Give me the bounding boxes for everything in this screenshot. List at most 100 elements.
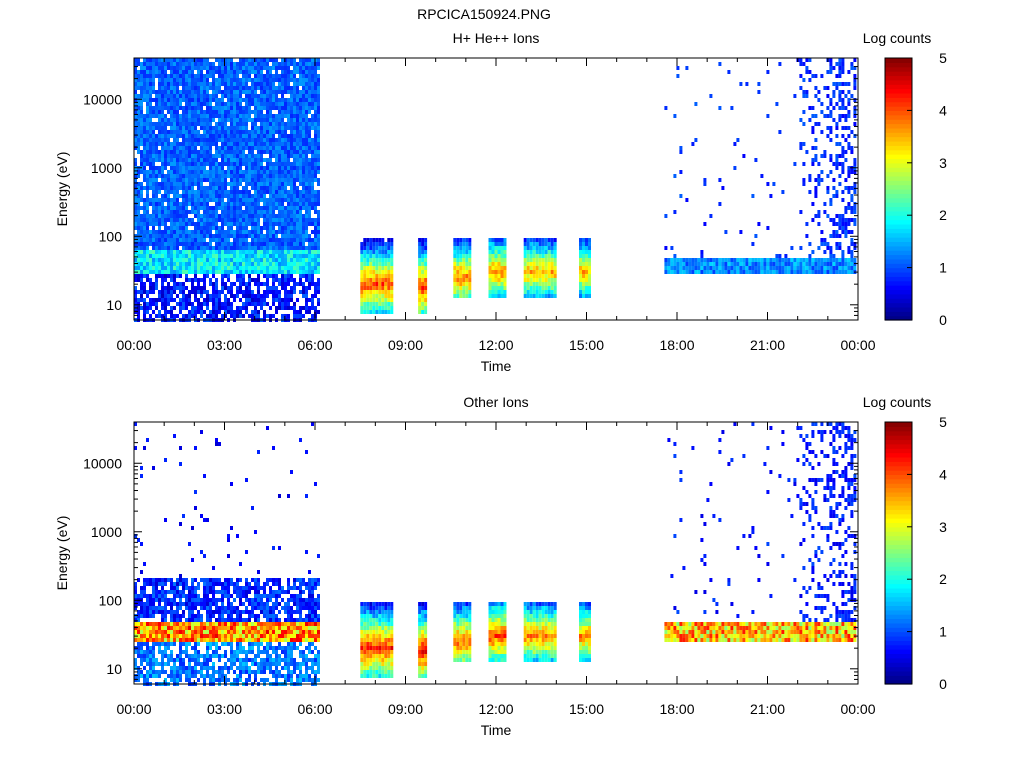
heatmap-cell — [137, 194, 140, 198]
heatmap-cell — [369, 274, 373, 278]
heatmap-cell — [266, 62, 269, 66]
heatmap-cell — [170, 222, 173, 226]
heatmap-cell — [278, 74, 281, 78]
heatmap-cell — [137, 262, 140, 266]
heatmap-cell — [278, 78, 281, 82]
heatmap-cell — [212, 126, 215, 130]
heatmap-cell — [314, 246, 317, 250]
heatmap-cell — [203, 58, 206, 62]
heatmap-cell — [134, 310, 137, 314]
heatmap-cell — [185, 270, 188, 274]
heatmap-cell — [206, 162, 209, 166]
heatmap-cell — [239, 198, 242, 202]
heatmap-cell — [550, 266, 554, 270]
heatmap-cell — [317, 86, 320, 90]
heatmap-cell — [302, 238, 305, 242]
heatmap-cell — [835, 166, 839, 170]
heatmap-cell — [290, 306, 293, 310]
heatmap-cell — [236, 246, 239, 250]
heatmap-cell — [215, 270, 218, 274]
heatmap-cell — [137, 182, 140, 186]
heatmap-cell — [841, 166, 845, 170]
heatmap-cell — [751, 262, 755, 266]
heatmap-cell — [233, 174, 236, 178]
heatmap-cell — [468, 294, 472, 298]
heatmap-cell — [287, 146, 290, 150]
heatmap-cell — [161, 274, 164, 278]
heatmap-cell — [532, 282, 536, 286]
heatmap-cell — [236, 198, 239, 202]
heatmap-cell — [170, 90, 173, 94]
heatmap-cell — [541, 266, 545, 270]
heatmap-cell — [200, 146, 203, 150]
heatmap-cell — [239, 222, 242, 226]
heatmap-cell — [682, 258, 686, 262]
heatmap-cell — [185, 198, 188, 202]
heatmap-cell — [215, 78, 218, 82]
heatmap-cell — [218, 202, 221, 206]
heatmap-cell — [146, 310, 149, 314]
heatmap-cell — [278, 294, 281, 298]
heatmap-cell — [221, 154, 224, 158]
heatmap-cell — [155, 314, 158, 318]
heatmap-cell — [491, 278, 495, 282]
heatmap-cell — [221, 190, 224, 194]
heatmap-cell — [161, 158, 164, 162]
heatmap-cell — [275, 102, 278, 106]
heatmap-cell — [538, 278, 542, 282]
heatmap-cell — [369, 238, 373, 242]
heatmap-cell — [239, 298, 242, 302]
heatmap-cell — [176, 270, 179, 274]
heatmap-cell — [579, 262, 582, 266]
heatmap-cell — [260, 214, 263, 218]
heatmap-cell — [459, 238, 463, 242]
heatmap-cell — [248, 282, 251, 286]
heatmap-cell — [269, 258, 272, 262]
heatmap-cell — [200, 230, 203, 234]
heatmap-cell — [462, 242, 466, 246]
heatmap-cell — [284, 198, 287, 202]
heatmap-cell — [251, 162, 254, 166]
heatmap-cell — [272, 114, 275, 118]
heatmap-cell — [284, 302, 287, 306]
heatmap-cell — [281, 246, 284, 250]
heatmap-cell — [188, 314, 191, 318]
heatmap-cell — [421, 250, 425, 254]
heatmap-cell — [233, 186, 236, 190]
heatmap-cell — [281, 122, 284, 126]
heatmap-cell — [188, 182, 191, 186]
heatmap-cell — [278, 130, 281, 134]
heatmap-cell — [366, 294, 370, 298]
heatmap-cell — [263, 62, 266, 66]
heatmap-cell — [173, 126, 176, 130]
heatmap-cell — [176, 238, 179, 242]
heatmap-cell — [308, 310, 311, 314]
x-tick-label: 00:00 — [116, 337, 151, 353]
heatmap-cell — [146, 114, 149, 118]
heatmap-cell — [535, 266, 539, 270]
heatmap-cell — [236, 226, 239, 230]
heatmap-cell — [287, 74, 290, 78]
heatmap-cell — [173, 62, 176, 66]
heatmap-cell — [197, 218, 200, 222]
data-segment — [523, 238, 557, 298]
heatmap-cell — [826, 126, 830, 130]
heatmap-cell — [164, 174, 167, 178]
heatmap-cell — [769, 258, 773, 262]
heatmap-cell — [248, 162, 251, 166]
heatmap-cell — [152, 250, 155, 254]
heatmap-cell — [224, 306, 227, 310]
heatmap-cell — [317, 262, 320, 266]
heatmap-cell — [544, 286, 548, 290]
heatmap-cell — [311, 294, 314, 298]
heatmap-cell — [167, 170, 170, 174]
heatmap-cell — [215, 150, 218, 154]
heatmap-cell — [503, 250, 507, 254]
heatmap-cell — [829, 258, 833, 262]
heatmap-cell — [212, 298, 215, 302]
heatmap-cell — [360, 250, 364, 254]
heatmap-cell — [290, 278, 293, 282]
heatmap-cell — [167, 178, 170, 182]
heatmap-cell — [134, 302, 137, 306]
heatmap-cell — [296, 238, 299, 242]
